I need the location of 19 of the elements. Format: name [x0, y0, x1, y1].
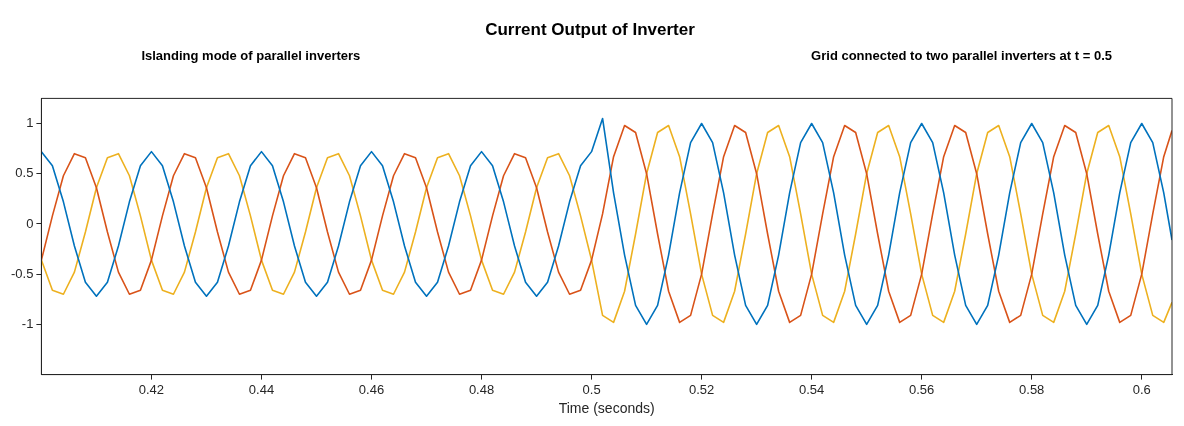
x-tick-label: 0.48: [468, 381, 495, 397]
x-tick-label: 0.6: [1132, 381, 1151, 397]
chart-title: Current Output of Inverter: [485, 19, 696, 39]
x-tick-label: 0.58: [1019, 381, 1045, 397]
x-tick-label: 0.46: [358, 381, 385, 397]
y-tick-label: -1: [21, 315, 34, 331]
x-axis-title: Time (seconds): [558, 400, 655, 417]
x-tick-label: 0.56: [909, 381, 935, 397]
text: Islanding mode of parallel inverters: [141, 48, 361, 64]
x-tick-label: 0.52: [688, 381, 715, 397]
x-tick-label: 0.42: [138, 381, 165, 397]
x-tick-label: 0.5: [582, 381, 601, 397]
y-tick-label: 0: [26, 215, 34, 231]
y-tick-label: 1: [26, 115, 34, 131]
x-tick-label: 0.54: [798, 381, 825, 397]
x-tick-label: 0.44: [248, 381, 275, 397]
y-tick-label: -0.5: [10, 265, 34, 281]
text: Grid connected to two parallel inverters at t = 0.5: [811, 48, 1112, 64]
y-tick-label: 0.5: [15, 165, 34, 181]
